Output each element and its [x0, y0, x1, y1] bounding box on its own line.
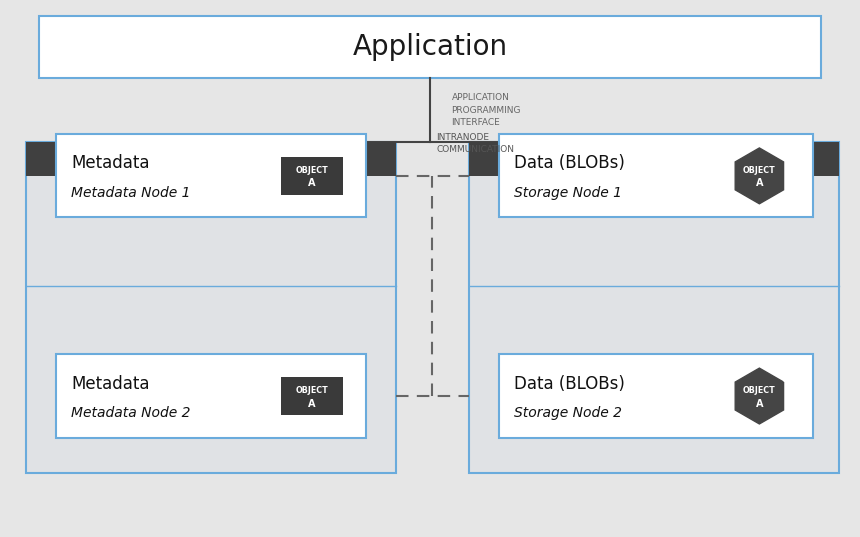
- FancyBboxPatch shape: [499, 354, 813, 438]
- Text: Application: Application: [353, 33, 507, 61]
- Text: Storage Node 1: Storage Node 1: [514, 185, 623, 200]
- FancyBboxPatch shape: [469, 142, 838, 473]
- FancyBboxPatch shape: [39, 16, 821, 78]
- Text: Metadata: Metadata: [71, 374, 150, 393]
- Text: A: A: [309, 398, 316, 409]
- Text: Metadata Node 2: Metadata Node 2: [71, 405, 191, 420]
- Text: Metadata Node 1: Metadata Node 1: [71, 185, 191, 200]
- FancyBboxPatch shape: [281, 377, 343, 416]
- Text: Data (BLOBs): Data (BLOBs): [514, 374, 625, 393]
- Text: Storage Node 2: Storage Node 2: [514, 405, 623, 420]
- FancyBboxPatch shape: [26, 142, 396, 473]
- Text: OBJECT: OBJECT: [296, 166, 329, 175]
- Text: API.OBJECTSTORAGE.COM: API.OBJECTSTORAGE.COM: [143, 154, 279, 164]
- Text: Data (BLOBs): Data (BLOBs): [514, 154, 625, 172]
- FancyBboxPatch shape: [469, 142, 838, 176]
- Polygon shape: [735, 368, 783, 424]
- Text: A: A: [756, 178, 763, 188]
- Polygon shape: [735, 148, 783, 204]
- Text: Metadata: Metadata: [71, 154, 150, 172]
- Text: OBJECT: OBJECT: [296, 386, 329, 395]
- FancyBboxPatch shape: [26, 142, 396, 176]
- FancyBboxPatch shape: [281, 157, 343, 195]
- Text: APPLICATION
PROGRAMMING
INTERFACE: APPLICATION PROGRAMMING INTERFACE: [452, 93, 521, 127]
- Text: INTRANODE
COMMUNICATION: INTRANODE COMMUNICATION: [436, 133, 514, 155]
- FancyBboxPatch shape: [56, 354, 365, 438]
- Text: OBJECT: OBJECT: [743, 386, 776, 395]
- Text: OBJECT: OBJECT: [743, 166, 776, 175]
- FancyBboxPatch shape: [499, 134, 813, 217]
- FancyBboxPatch shape: [56, 134, 365, 217]
- Text: A: A: [309, 178, 316, 188]
- Text: API.OBJECTSTORAGE.COM: API.OBJECTSTORAGE.COM: [586, 154, 722, 164]
- Text: A: A: [756, 398, 763, 409]
